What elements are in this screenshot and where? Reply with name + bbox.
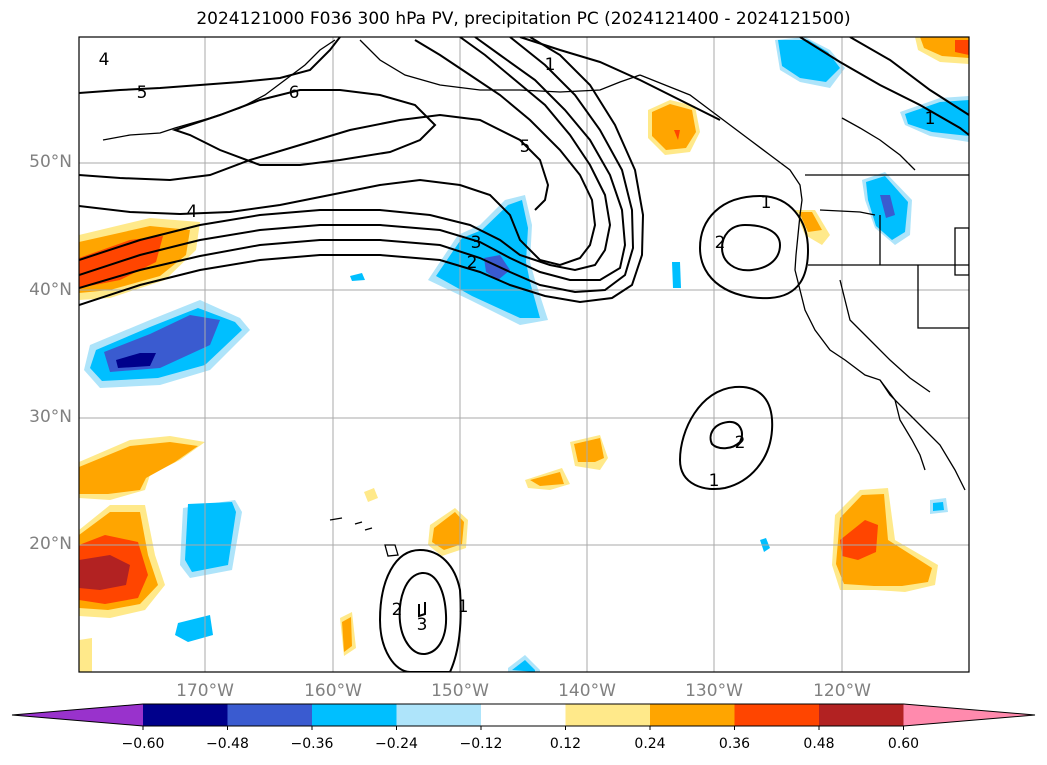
- colorbar-bin: [312, 704, 397, 726]
- lon-label-170w: 170°W: [176, 681, 234, 701]
- lon-label-140w: 140°W: [558, 681, 616, 701]
- colorbar: [11, 703, 1036, 730]
- colorbar-tick-label: 0.12: [549, 736, 582, 752]
- contour-labels: 4 5 6 5 4 3 2 1 1 2 1 2 1 2 3 1: [99, 50, 936, 635]
- svg-text:6: 6: [289, 83, 300, 103]
- colorbar-bin: [650, 704, 735, 726]
- lat-label-40n: 40°N: [29, 280, 72, 300]
- map-title: 2024121000 F036 300 hPa PV, precipitatio…: [196, 9, 851, 29]
- colorbar-tick-label: −0.60: [121, 736, 165, 752]
- svg-text:2: 2: [467, 253, 478, 273]
- colorbar-tick-label: 0.60: [887, 736, 920, 752]
- svg-text:3: 3: [471, 233, 482, 253]
- svg-text:2: 2: [392, 600, 403, 620]
- svg-text:5: 5: [137, 83, 148, 103]
- colorbar-tick-label: −0.12: [459, 736, 503, 752]
- colorbar-tick-label: 0.36: [718, 736, 751, 752]
- colorbar-tick-label: −0.48: [206, 736, 249, 752]
- svg-text:5: 5: [520, 137, 531, 157]
- svg-text:2: 2: [735, 433, 746, 453]
- lat-label-50n: 50°N: [29, 152, 72, 172]
- colorbar-bin: [227, 704, 313, 726]
- lon-label-130w: 130°W: [685, 681, 743, 701]
- svg-text:3: 3: [417, 615, 428, 635]
- colorbar-extend-high: [903, 704, 1035, 726]
- lat-label-20n: 20°N: [29, 534, 72, 554]
- colorbar-bin: [734, 704, 820, 726]
- colorbar-bin: [565, 704, 651, 726]
- lat-label-30n: 30°N: [29, 407, 72, 427]
- svg-text:1: 1: [458, 597, 469, 617]
- colorbar-bin: [819, 704, 904, 726]
- svg-text:1: 1: [925, 109, 936, 129]
- svg-text:1: 1: [761, 193, 772, 213]
- svg-text:1: 1: [545, 55, 556, 75]
- coastlines: [102, 39, 969, 557]
- colorbar-extend-low: [12, 704, 143, 726]
- colorbar-tick-label: 0.48: [803, 736, 835, 752]
- svg-text:1: 1: [709, 471, 720, 491]
- map-frame: [78, 36, 970, 673]
- colorbar-bin: [143, 704, 228, 726]
- lon-label-150w: 150°W: [431, 681, 489, 701]
- pv-contours: [79, 37, 969, 672]
- svg-text:4: 4: [99, 50, 110, 70]
- colorbar-bin: [481, 704, 566, 726]
- lon-label-120w: 120°W: [813, 681, 871, 701]
- precipitation-shading: [79, 37, 969, 672]
- svg-text:4: 4: [187, 202, 198, 222]
- colorbar-tick-label: 0.24: [634, 736, 666, 752]
- svg-text:2: 2: [715, 233, 726, 253]
- lon-label-160w: 160°W: [304, 681, 362, 701]
- colorbar-bin: [396, 704, 482, 726]
- colorbar-tick-label: −0.36: [290, 736, 334, 752]
- colorbar-tick-label: −0.24: [375, 736, 418, 752]
